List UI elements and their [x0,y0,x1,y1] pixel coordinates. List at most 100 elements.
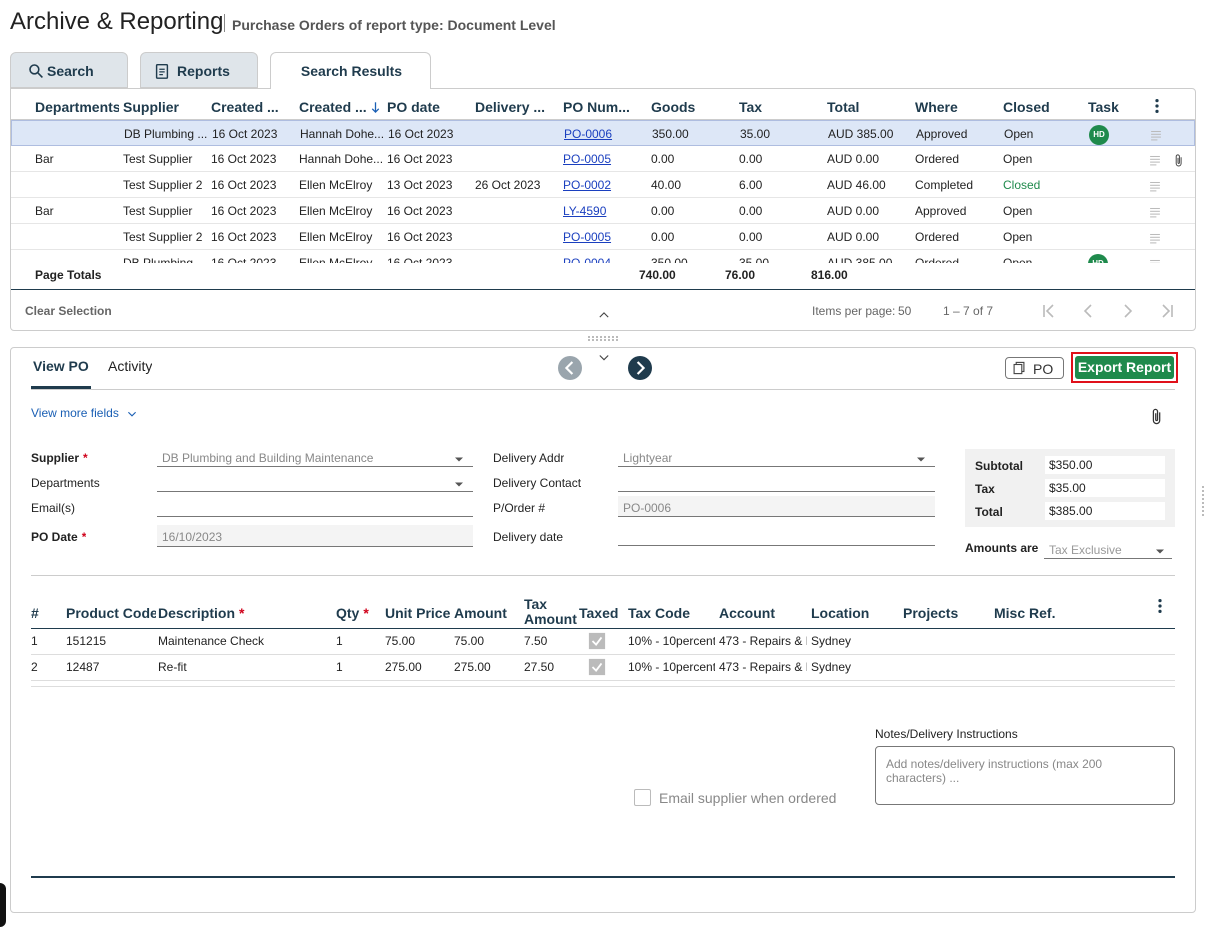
column-header[interactable]: Tax [739,99,763,115]
side-handle[interactable] [0,883,6,927]
column-header[interactable]: Task [1088,99,1119,115]
column-header[interactable]: PO Num... [563,99,630,115]
result-row[interactable]: Test Supplier 2 16 Oct 2023 Ellen McElroy 1… [11,224,1195,250]
line-column-label: Projects [903,605,959,621]
field-input[interactable] [157,496,473,517]
clear-selection[interactable]: Clear Selection [25,304,112,318]
result-row[interactable]: Bar Test Supplier 16 Oct 2023 Ellen McElroy… [11,198,1195,224]
column-header[interactable]: PO date [387,99,440,115]
task-badge[interactable]: HD [1089,125,1109,145]
collapse-up[interactable] [596,308,612,322]
attachment-icon[interactable] [1172,151,1186,169]
field-input[interactable]: DB Plumbing and Building Maintenance [157,446,473,467]
result-row[interactable]: DB Plumbing 16 Oct 2023 Ellen McElroy 16 Oc… [11,250,1195,263]
line-menu[interactable] [1151,597,1169,615]
line-column-header[interactable]: Taxed [579,605,626,621]
cell: Bar [35,152,54,166]
line-column-header[interactable]: Tax Code [628,605,717,621]
expand-chevron[interactable] [126,407,138,419]
summary-value: $350.00 [1049,458,1093,472]
line-column-header[interactable]: Description * [158,605,334,621]
tab[interactable]: Search [10,52,128,88]
line-column-header[interactable]: Projects [903,605,992,621]
po-link[interactable]: PO-0006 [564,127,613,141]
taxed-checkbox[interactable] [588,658,606,676]
line-column-header[interactable]: Account [719,605,809,621]
field-input[interactable] [618,525,935,546]
line-column-header[interactable]: # [31,605,64,621]
collapse-down[interactable] [596,352,612,366]
items-per-page[interactable]: 50 [898,304,912,318]
line-column-header[interactable]: Amount [454,605,522,621]
pager-button[interactable] [1118,301,1138,321]
taxed-checkbox-svg [588,658,606,676]
field-input[interactable] [157,471,473,492]
notes-input[interactable]: Add notes/delivery instructions (max 200… [875,746,1175,805]
column-header[interactable]: Total [827,99,860,115]
line-header-divider [31,628,1175,629]
attachment-icon[interactable] [1148,405,1166,427]
notes-icon[interactable] [1148,257,1162,263]
resize-handle[interactable] [588,336,618,341]
line-column-header[interactable]: Tax Amount [524,597,577,629]
tab[interactable]: Reports [140,52,258,88]
cell: Open [1003,230,1033,244]
line-column-header[interactable]: Location [811,605,901,621]
column-header[interactable]: Where [915,99,958,115]
pager-button[interactable] [1078,301,1098,321]
result-row[interactable]: DB Plumbing ... 16 Oct 2023 Hannah Dohe...… [11,120,1195,146]
tab[interactable]: Search Results [270,52,431,89]
line-cell: 10% - 10percent [628,634,715,648]
line-column-label: # [31,605,39,621]
line-column-header[interactable]: Misc Ref. [994,605,1148,621]
detail-tab[interactable]: Activity [108,358,153,374]
notes-icon[interactable] [1148,179,1162,193]
task-badge[interactable]: HD [1088,254,1108,263]
pager-button[interactable] [1038,301,1058,321]
line-column-label: Tax Amount [524,597,577,627]
field-label: Delivery date [493,530,564,544]
next-po[interactable] [628,356,652,380]
result-row[interactable]: Test Supplier 2 16 Oct 2023 Ellen McElroy 1… [11,172,1195,198]
cell: AUD 0.00 [827,204,880,218]
column-header[interactable]: Delivery ... [475,99,546,115]
pager-button[interactable] [1158,301,1178,321]
export-report-button[interactable]: Export Report [1075,356,1174,379]
field-input[interactable]: Lightyear [618,446,935,467]
po-link[interactable]: PO-0005 [563,152,612,166]
po-link[interactable]: PO-0005 [563,230,612,244]
field-input[interactable]: PO-0006 [618,496,935,517]
notes-icon[interactable] [1148,231,1162,245]
column-menu[interactable] [1148,97,1166,115]
field-input[interactable]: 16/10/2023 [157,525,473,547]
amounts-select[interactable]: Tax Exclusive [1044,540,1172,559]
column-header[interactable]: Supplier [123,99,180,115]
field-label: P/Order # [493,501,546,515]
resize-handle-right[interactable] [1202,486,1206,516]
po-link[interactable]: PO-0004 [563,256,612,263]
po-link[interactable]: LY-4590 [563,204,607,218]
po-link[interactable]: PO-0002 [563,178,612,192]
column-header[interactable]: Created ... [211,99,279,115]
notes-icon[interactable] [1148,205,1162,219]
line-column-label: Tax Code [628,605,690,621]
line-column-header[interactable]: Product Code [66,605,156,621]
taxed-checkbox[interactable] [588,632,606,650]
email-checkbox[interactable] [634,789,651,806]
column-header[interactable]: Departments [35,99,119,115]
column-header[interactable]: Closed [1003,99,1050,115]
line-column-header[interactable]: Unit Price [385,605,452,621]
po-button[interactable]: PO [1005,357,1064,379]
column-header[interactable]: Goods [651,99,696,115]
prev-po[interactable] [558,356,582,380]
column-header[interactable]: Created ... [299,99,367,115]
cell: 350.00 [652,127,689,141]
cell: AUD 0.00 [827,230,880,244]
detail-tab[interactable]: View PO [33,358,89,374]
notes-icon[interactable] [1149,128,1163,142]
notes-icon[interactable] [1148,153,1162,167]
line-column-header[interactable]: Qty * [336,605,383,621]
result-row[interactable]: Bar Test Supplier 16 Oct 2023 Hannah Dohe..… [11,146,1195,172]
view-more-fields[interactable]: View more fields [31,406,119,420]
field-input[interactable] [618,471,935,492]
